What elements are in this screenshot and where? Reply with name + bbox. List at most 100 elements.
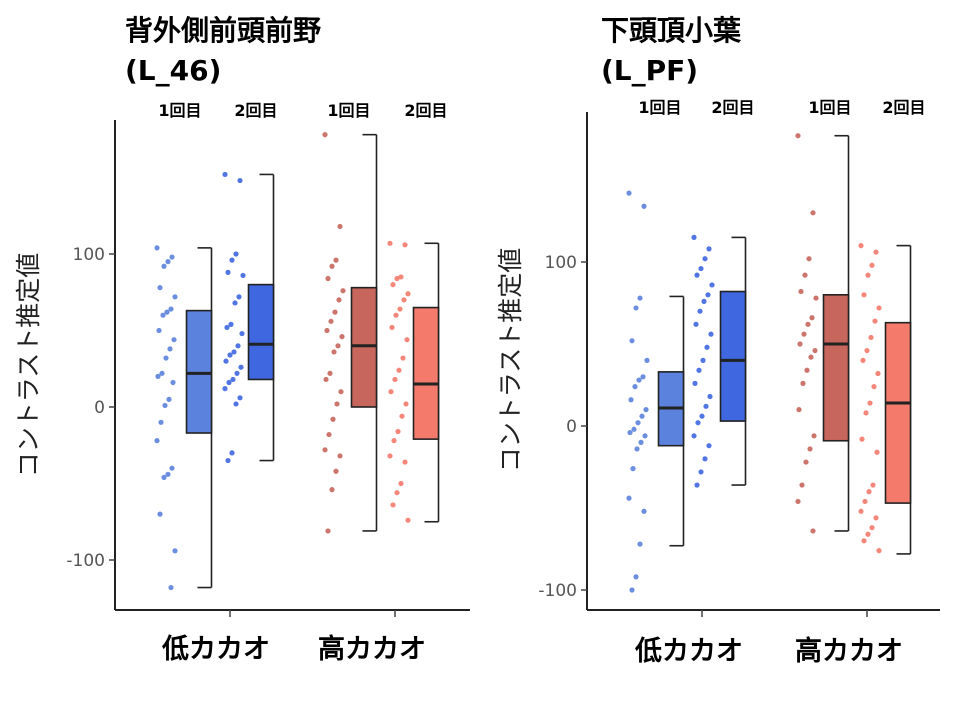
- data-point: [626, 495, 632, 501]
- chart-subtitle: (L_46): [125, 54, 221, 87]
- data-point: [795, 133, 801, 139]
- box-rect: [412, 306, 440, 440]
- data-point: [390, 502, 396, 508]
- box-3: [795, 133, 850, 534]
- data-point: [157, 285, 163, 291]
- data-point: [634, 446, 640, 452]
- data-point: [642, 433, 648, 439]
- data-point: [865, 272, 871, 278]
- data-point: [641, 203, 647, 209]
- data-point: [327, 370, 333, 376]
- box-4: [858, 243, 912, 555]
- data-point: [627, 429, 633, 436]
- data-point: [636, 377, 642, 383]
- data-point: [322, 447, 328, 453]
- data-point: [872, 318, 878, 324]
- data-point: [694, 482, 700, 488]
- data-point: [629, 587, 635, 593]
- session-label: 1回目: [808, 98, 851, 117]
- data-point: [628, 397, 634, 403]
- data-point: [405, 517, 411, 523]
- data-point: [326, 431, 332, 438]
- data-point: [702, 456, 708, 462]
- data-point: [334, 401, 340, 407]
- data-point: [811, 433, 817, 439]
- data-point: [633, 305, 639, 311]
- data-point: [800, 380, 806, 386]
- box-rect: [822, 293, 850, 442]
- data-point: [397, 306, 403, 312]
- data-point: [396, 367, 402, 373]
- data-point: [322, 132, 328, 138]
- data-point: [330, 416, 336, 422]
- session-label: 1回目: [327, 101, 370, 120]
- data-point: [813, 295, 819, 301]
- y-axis-label: コントラスト推定値: [14, 253, 43, 478]
- data-point: [236, 294, 242, 300]
- data-point: [234, 370, 240, 376]
- data-point: [706, 443, 712, 449]
- box-1: [154, 245, 213, 591]
- data-point: [231, 349, 237, 355]
- y-tick-label: 0: [566, 417, 577, 437]
- data-point: [325, 275, 331, 282]
- data-point: [707, 393, 713, 400]
- data-point: [166, 396, 172, 402]
- data-point: [222, 386, 228, 392]
- data-point: [703, 403, 709, 409]
- chart-subtitle: (L_PF): [601, 54, 698, 87]
- data-point: [222, 171, 228, 178]
- data-point: [237, 395, 243, 401]
- data-point: [638, 439, 644, 445]
- data-point: [861, 538, 867, 544]
- data-point: [238, 364, 244, 370]
- data-point: [810, 528, 816, 534]
- data-point: [860, 357, 866, 363]
- data-point: [387, 453, 393, 459]
- data-point: [865, 531, 871, 537]
- data-point: [389, 324, 395, 331]
- data-point: [337, 453, 343, 459]
- data-point: [698, 265, 704, 272]
- data-point: [859, 436, 865, 442]
- data-point: [165, 471, 171, 477]
- data-point: [172, 548, 178, 554]
- data-point: [337, 223, 343, 230]
- data-point: [229, 450, 235, 456]
- data-point: [161, 263, 167, 269]
- box-1: [626, 190, 685, 593]
- data-point: [169, 254, 175, 260]
- data-point: [632, 384, 638, 390]
- session-label: 2回目: [882, 98, 925, 117]
- data-point: [799, 482, 805, 488]
- data-point: [157, 511, 163, 517]
- data-point: [161, 474, 167, 480]
- y-tick-label: 100: [73, 245, 105, 265]
- data-point: [329, 487, 335, 493]
- data-point: [232, 300, 238, 306]
- data-point: [863, 410, 869, 416]
- data-point: [810, 210, 816, 216]
- data-point: [395, 428, 401, 435]
- data-point: [696, 367, 702, 373]
- data-point: [706, 246, 712, 252]
- data-point: [405, 291, 411, 297]
- data-point: [223, 358, 229, 364]
- data-point: [225, 269, 231, 275]
- data-point: [230, 376, 236, 383]
- data-point: [641, 508, 647, 514]
- data-point: [393, 312, 399, 318]
- data-point: [631, 426, 637, 432]
- data-point: [329, 263, 335, 269]
- data-point: [633, 574, 639, 580]
- data-point: [635, 420, 641, 426]
- data-point: [229, 257, 235, 263]
- data-point: [240, 272, 246, 279]
- data-point: [876, 548, 882, 554]
- data-point: [402, 459, 408, 465]
- data-point: [709, 282, 715, 288]
- data-point: [701, 298, 707, 304]
- data-point: [168, 306, 174, 312]
- data-point: [858, 243, 864, 249]
